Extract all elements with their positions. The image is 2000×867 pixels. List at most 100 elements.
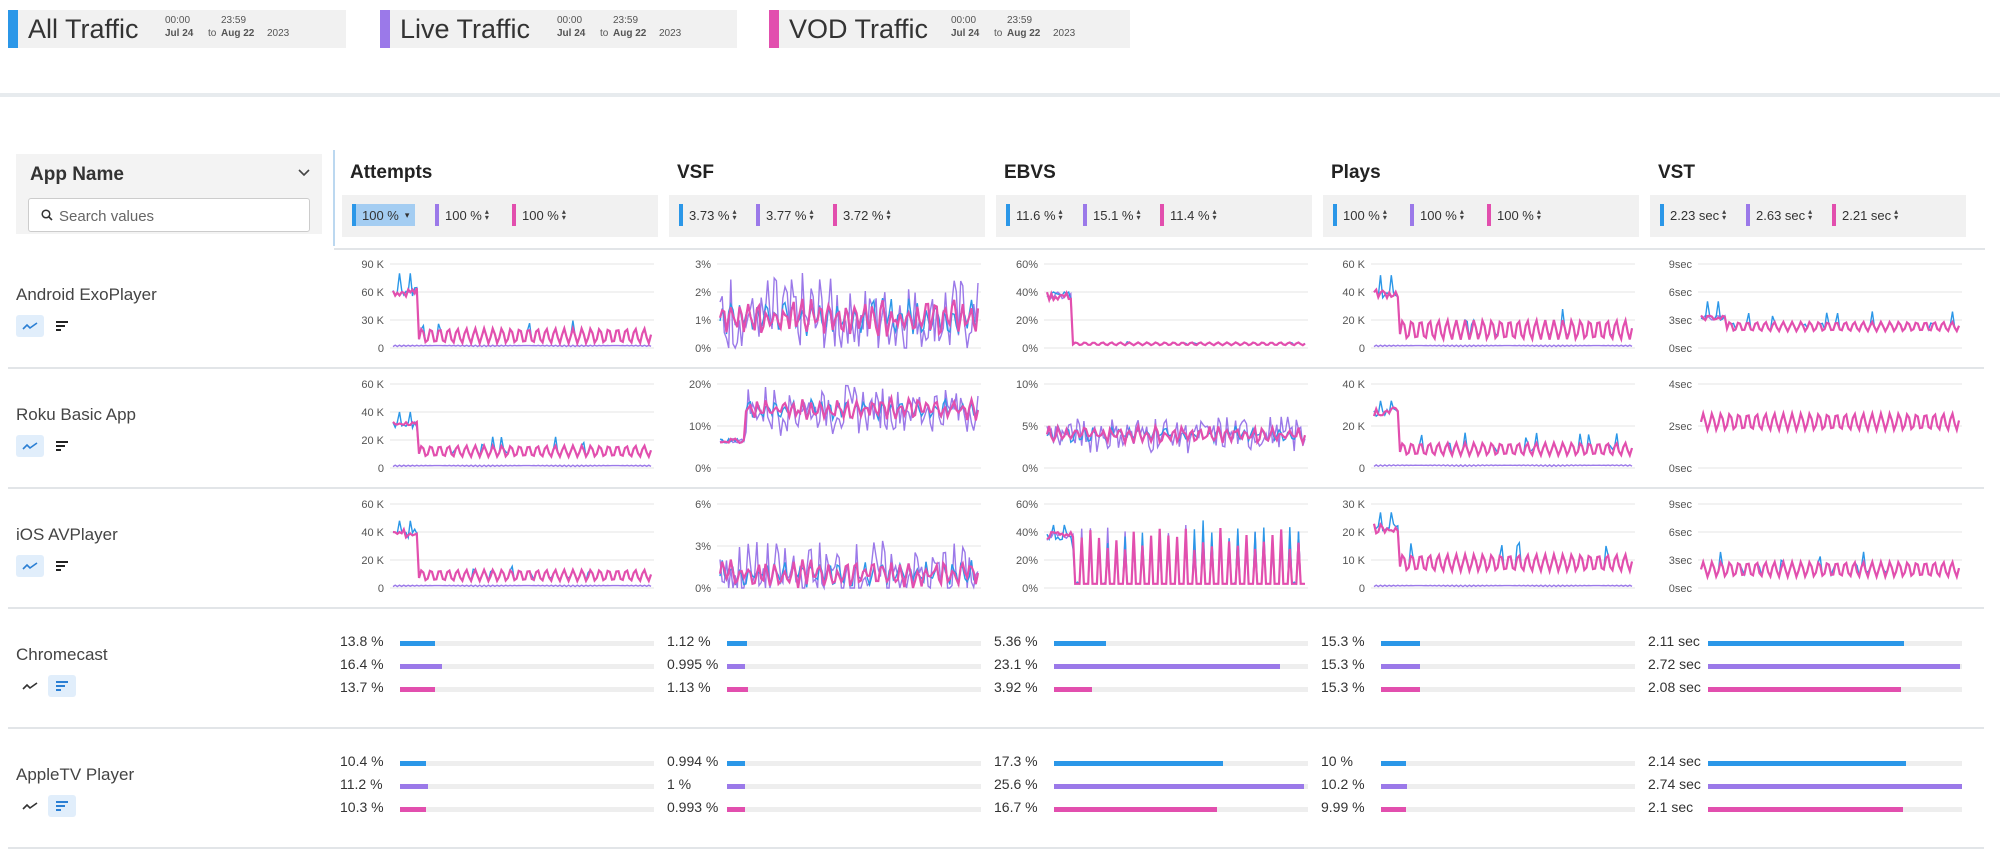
bar-fill-live[interactable] bbox=[400, 664, 442, 669]
bar-fill-all[interactable] bbox=[400, 761, 427, 766]
metric-value-live[interactable]: 2.63 sec ▴ ▾ bbox=[1746, 204, 1812, 226]
metric-value-all[interactable]: 3.73 % ▴ ▾ bbox=[679, 204, 737, 226]
bar-fill-live[interactable] bbox=[1054, 784, 1305, 789]
trend-chart-plays[interactable]: 30 K 20 K 10 K 0 bbox=[1323, 498, 1639, 602]
bar-fill-vod[interactable] bbox=[1054, 687, 1093, 692]
bar-fill-live[interactable] bbox=[727, 784, 746, 789]
sort-stepper-icon[interactable]: ▴ ▾ bbox=[1808, 207, 1813, 222]
trend-chart-vst[interactable]: 9sec 6sec 3sec 0sec bbox=[1650, 498, 1966, 602]
sort-stepper-icon[interactable]: ▴ ▾ bbox=[1722, 207, 1727, 222]
bar-fill-live[interactable] bbox=[1381, 784, 1407, 789]
trend-chart-vsf[interactable]: 20% 10% 0% bbox=[669, 378, 985, 482]
y-tick-label: 3sec bbox=[1669, 555, 1693, 567]
bar-fill-all[interactable] bbox=[400, 641, 436, 646]
bar-fill-all[interactable] bbox=[1381, 761, 1407, 766]
metric-value-live[interactable]: 100 % ▴ ▾ bbox=[1410, 204, 1464, 226]
trend-view-icon[interactable] bbox=[16, 795, 44, 817]
metric-value-all[interactable]: 11.6 % ▴ ▾ bbox=[1006, 204, 1063, 226]
bar-fill-vod[interactable] bbox=[400, 687, 435, 692]
bar-value-label: 25.6 % bbox=[994, 776, 1038, 792]
trend-chart-vsf[interactable]: 3% 2% 1% 0% bbox=[669, 258, 985, 362]
dropdown-caret-icon[interactable]: ▾ bbox=[404, 209, 410, 220]
metric-value-live[interactable]: 100 % ▴ ▾ bbox=[435, 204, 489, 226]
sort-stepper-icon[interactable]: ▴ ▾ bbox=[1894, 207, 1899, 222]
sort-stepper-icon[interactable]: ▴ ▾ bbox=[484, 207, 489, 222]
search-input[interactable] bbox=[59, 205, 299, 227]
metric-value-all[interactable]: 2.23 sec ▴ ▾ bbox=[1660, 204, 1726, 226]
metric-value-vod[interactable]: 2.21 sec ▴ ▾ bbox=[1832, 204, 1898, 226]
bar-fill-all[interactable] bbox=[1054, 761, 1223, 766]
bar-fill-live[interactable] bbox=[400, 784, 429, 789]
metric-value-vod[interactable]: 100 % ▴ ▾ bbox=[1487, 204, 1541, 226]
bar-fill-live[interactable] bbox=[727, 664, 746, 669]
trend-chart-plays[interactable]: 40 K 20 K 0 bbox=[1323, 378, 1639, 482]
traffic-card-2[interactable]: VOD Traffic 00:00 23:59 Jul 24 to Aug 22 2023 bbox=[769, 10, 1130, 48]
trend-view-icon[interactable] bbox=[16, 315, 44, 337]
trend-chart-vsf[interactable]: 6% 3% 0% bbox=[669, 498, 985, 602]
metric-value-all[interactable]: 100 % ▴ ▾ bbox=[1333, 204, 1387, 226]
bar-fill-all[interactable] bbox=[727, 641, 748, 646]
bar-fill-all[interactable] bbox=[1708, 761, 1907, 766]
trend-chart-ebvs[interactable]: 60% 40% 20% 0% bbox=[996, 498, 1312, 602]
bar-view-icon[interactable] bbox=[48, 315, 76, 337]
panel-separator bbox=[333, 150, 335, 246]
bar-fill-live[interactable] bbox=[1708, 784, 1962, 789]
bar-fill-vod[interactable] bbox=[1381, 687, 1420, 692]
bar-fill-all[interactable] bbox=[727, 761, 746, 766]
trend-chart-attempts[interactable]: 60 K 40 K 20 K 0 bbox=[342, 498, 658, 602]
date-range[interactable]: 00:00 23:59 Jul 24 to Aug 22 2023 bbox=[165, 14, 295, 44]
bar-fill-live[interactable] bbox=[1054, 664, 1280, 669]
traffic-card-1[interactable]: Live Traffic 00:00 23:59 Jul 24 to Aug 22 2023 bbox=[380, 10, 737, 48]
bar-view-icon[interactable] bbox=[48, 675, 76, 697]
sort-stepper-icon[interactable]: ▴ ▾ bbox=[1058, 207, 1063, 222]
bar-fill-vod[interactable] bbox=[1381, 807, 1407, 812]
sort-stepper-icon[interactable]: ▴ ▾ bbox=[809, 207, 814, 222]
trend-chart-ebvs[interactable]: 60% 40% 20% 0% bbox=[996, 258, 1312, 362]
sort-stepper-icon[interactable]: ▴ ▾ bbox=[1136, 207, 1141, 222]
bar-fill-live[interactable] bbox=[1708, 664, 1961, 669]
bar-view-icon[interactable] bbox=[48, 795, 76, 817]
metric-value-live[interactable]: 3.77 % ▴ ▾ bbox=[756, 204, 814, 226]
bar-fill-live[interactable] bbox=[1381, 664, 1420, 669]
bar-view-icon[interactable] bbox=[48, 555, 76, 577]
date-range[interactable]: 00:00 23:59 Jul 24 to Aug 22 2023 bbox=[951, 14, 1081, 44]
traffic-card-0[interactable]: All Traffic 00:00 23:59 Jul 24 to Aug 22 2023 bbox=[8, 10, 346, 48]
metric-value-vod[interactable]: 11.4 % ▴ ▾ bbox=[1160, 204, 1217, 226]
app-name-filter[interactable]: App Name bbox=[16, 154, 322, 234]
trend-chart-vst[interactable]: 9sec 6sec 3sec 0sec bbox=[1650, 258, 1966, 362]
sort-stepper-icon[interactable]: ▴ ▾ bbox=[561, 207, 566, 222]
trend-view-icon[interactable] bbox=[16, 555, 44, 577]
bar-track bbox=[1054, 641, 1308, 646]
trend-chart-ebvs[interactable]: 10% 5% 0% bbox=[996, 378, 1312, 482]
chevron-down-icon[interactable] bbox=[296, 164, 312, 180]
bar-fill-vod[interactable] bbox=[1708, 687, 1901, 692]
date-range[interactable]: 00:00 23:59 Jul 24 to Aug 22 2023 bbox=[557, 14, 687, 44]
metric-value-live[interactable]: 15.1 % ▴ ▾ bbox=[1083, 204, 1141, 226]
bar-fill-all[interactable] bbox=[1381, 641, 1420, 646]
sort-stepper-icon[interactable]: ▴ ▾ bbox=[1536, 207, 1541, 222]
sort-stepper-icon[interactable]: ▴ ▾ bbox=[1212, 207, 1217, 222]
trend-chart-attempts[interactable]: 60 K 40 K 20 K 0 bbox=[342, 378, 658, 482]
sort-stepper-icon[interactable]: ▴ ▾ bbox=[886, 207, 891, 222]
bar-fill-vod[interactable] bbox=[1708, 807, 1903, 812]
bar-fill-vod[interactable] bbox=[1054, 807, 1218, 812]
trend-chart-plays[interactable]: 60 K 40 K 20 K 0 bbox=[1323, 258, 1639, 362]
sort-stepper-icon[interactable]: ▴ ▾ bbox=[1382, 207, 1387, 222]
trend-view-icon[interactable] bbox=[16, 435, 44, 457]
date-year: 2023 bbox=[1053, 28, 1076, 39]
trend-chart-vst[interactable]: 4sec 2sec 0sec bbox=[1650, 378, 1966, 482]
sort-stepper-icon[interactable]: ▴ ▾ bbox=[1459, 207, 1464, 222]
search-field[interactable] bbox=[28, 198, 310, 232]
bar-fill-vod[interactable] bbox=[727, 687, 748, 692]
metric-value-vod[interactable]: 3.72 % ▴ ▾ bbox=[833, 204, 891, 226]
trend-view-icon[interactable] bbox=[16, 675, 44, 697]
bar-fill-vod[interactable] bbox=[727, 807, 746, 812]
bar-fill-vod[interactable] bbox=[400, 807, 427, 812]
trend-chart-attempts[interactable]: 90 K 60 K 30 K 0 bbox=[342, 258, 658, 362]
sort-stepper-icon[interactable]: ▴ ▾ bbox=[732, 207, 737, 222]
metric-value-vod[interactable]: 100 % ▴ ▾ bbox=[512, 204, 566, 226]
bar-view-icon[interactable] bbox=[48, 435, 76, 457]
metric-value-all[interactable]: 100 % ▾ bbox=[352, 204, 416, 226]
bar-fill-all[interactable] bbox=[1708, 641, 1904, 646]
bar-fill-all[interactable] bbox=[1054, 641, 1107, 646]
